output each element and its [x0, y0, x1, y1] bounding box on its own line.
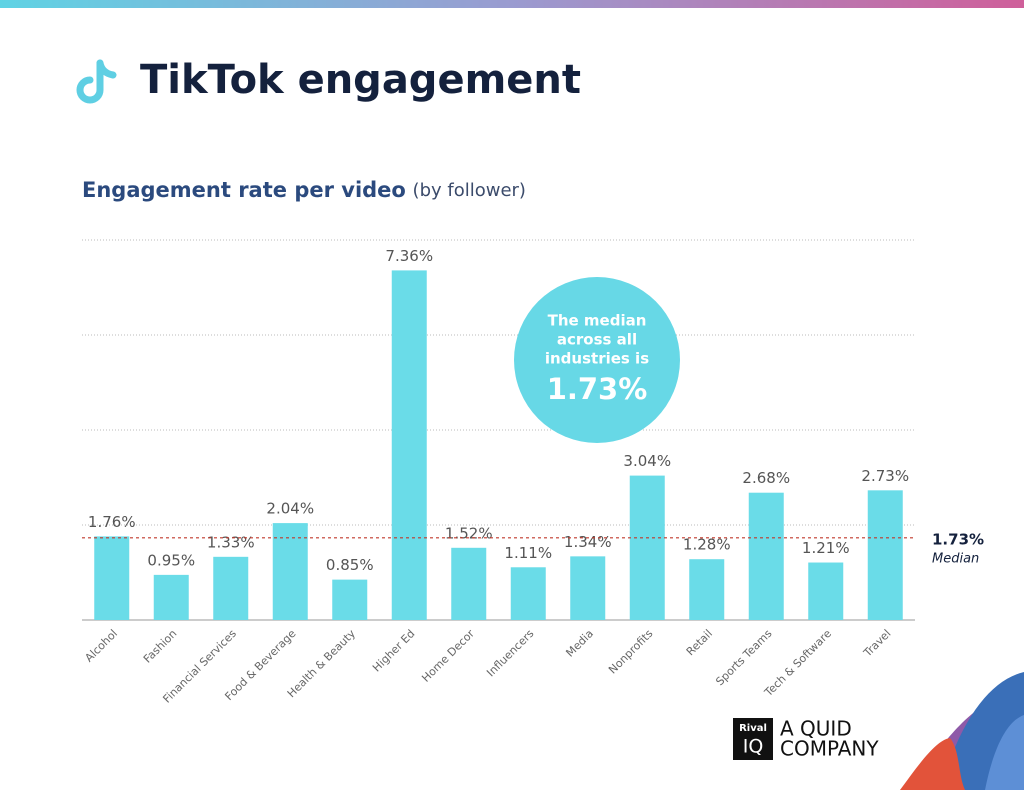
- x-tick-label: Retail: [684, 627, 715, 658]
- value-label: 0.85%: [326, 556, 374, 574]
- tiktok-icon: [76, 59, 117, 104]
- bar: [570, 556, 606, 620]
- value-label: 3.04%: [623, 452, 671, 470]
- callout-value: 1.73%: [547, 372, 648, 406]
- x-tick-label: Travel: [860, 627, 893, 660]
- bar: [391, 270, 427, 620]
- value-label: 1.21%: [802, 539, 850, 557]
- bar: [272, 523, 308, 620]
- bar: [689, 559, 725, 620]
- x-tick-label: Influencers: [484, 627, 536, 679]
- x-tick-label: Fashion: [141, 627, 180, 666]
- subtitle-note: (by follower): [413, 180, 526, 201]
- median-text: Median: [932, 551, 979, 566]
- bar: [451, 547, 487, 620]
- value-label: 2.68%: [742, 469, 790, 487]
- x-tick-label: Alcohol: [82, 627, 120, 665]
- bar: [867, 490, 903, 620]
- callout-circle: [514, 277, 680, 443]
- value-label: 1.52%: [445, 524, 493, 542]
- subtitle-main: Engagement rate per video: [82, 178, 406, 202]
- x-tick-label: Higher Ed: [370, 627, 417, 674]
- subtitle: Engagement rate per video (by follower): [82, 178, 526, 202]
- bar: [94, 536, 130, 620]
- value-label: 2.04%: [266, 500, 314, 518]
- callout-text: The median: [548, 312, 647, 330]
- callout-text: industries is: [545, 350, 649, 368]
- median-label: 1.73%: [932, 530, 984, 548]
- x-tick-label: Sports Teams: [713, 627, 774, 688]
- value-label: 1.34%: [564, 533, 612, 551]
- bar: [629, 475, 665, 620]
- brand-tagline: A QUID: [780, 717, 852, 741]
- callout-text: across all: [557, 331, 637, 349]
- x-tick-label: Media: [563, 627, 596, 660]
- bar: [213, 556, 249, 620]
- x-tick-label: Home Decor: [419, 627, 477, 685]
- title: TikTok engagement: [140, 57, 581, 103]
- bar: [808, 562, 844, 620]
- value-label: 1.11%: [504, 544, 552, 562]
- top-bar: [0, 0, 1024, 8]
- bar: [748, 492, 784, 620]
- brand-box: [733, 718, 773, 760]
- x-tick-label: Nonprofits: [606, 627, 656, 677]
- bar: [153, 574, 189, 620]
- bar: [332, 579, 368, 620]
- brand-name: Rival: [739, 723, 767, 734]
- value-label: 0.95%: [147, 551, 195, 569]
- value-label: 1.33%: [207, 533, 255, 551]
- value-label: 7.36%: [385, 247, 433, 265]
- decor-waves: [900, 672, 1024, 790]
- brand-name: IQ: [743, 736, 764, 758]
- value-label: 2.73%: [861, 467, 909, 485]
- brand-tagline: COMPANY: [780, 737, 879, 761]
- value-label: 1.76%: [88, 513, 136, 531]
- bar: [510, 567, 546, 620]
- value-label: 1.28%: [683, 536, 731, 554]
